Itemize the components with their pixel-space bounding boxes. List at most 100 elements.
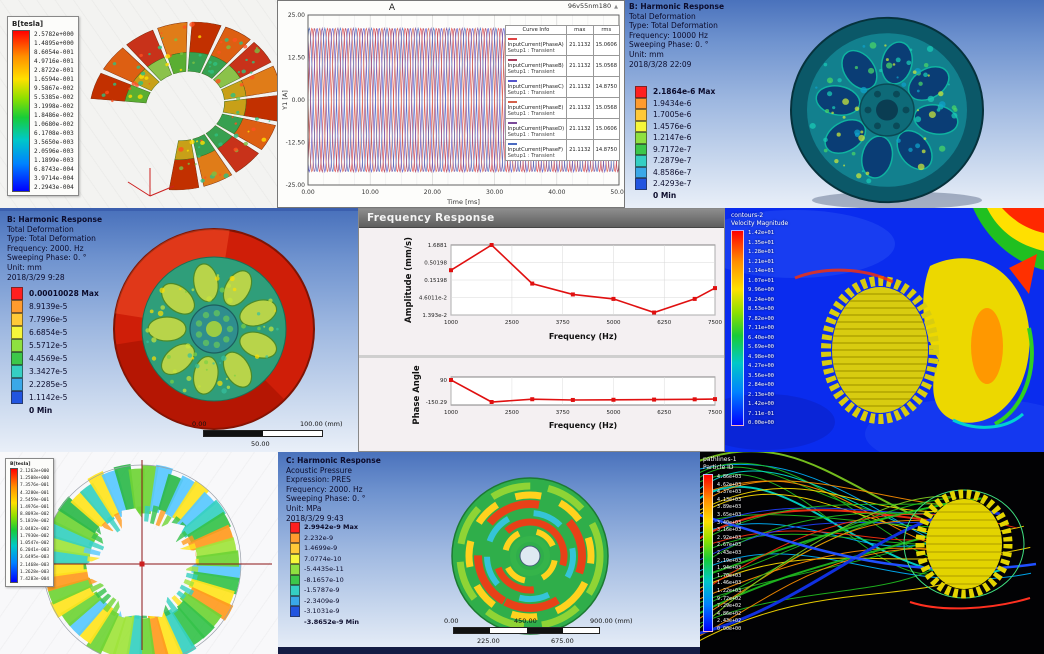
legend-row: 4.8586e-7 bbox=[635, 166, 715, 178]
legend-row: 8.9139e-5 bbox=[11, 300, 99, 313]
amp-y-tick: 1.6881 bbox=[428, 243, 447, 249]
velocity-legend: contours-2 Velocity Magnitude 1.42e+01 1.… bbox=[731, 212, 788, 426]
legend-value: 7.4283e-004 bbox=[20, 577, 50, 583]
x-tick-label: 50.00 bbox=[610, 189, 624, 196]
col-rms: rms bbox=[592, 25, 621, 35]
header-line: Sweeping Phase: 0. ° bbox=[286, 494, 366, 504]
curve-table-header: Curve Info max rms bbox=[504, 25, 621, 35]
y-tick-label: 25.00 bbox=[288, 12, 305, 19]
phase-y-axis-label: Phase Angle bbox=[412, 365, 422, 424]
legend-swatch bbox=[290, 606, 300, 617]
legend-value: 1.42e+01 bbox=[748, 230, 774, 236]
ruler-segment bbox=[526, 628, 563, 633]
legend-row: 0 Min bbox=[635, 190, 715, 202]
curve-name: InputCurrent(PhaseC) bbox=[507, 84, 564, 90]
legend-value: 5.69e+00 bbox=[748, 344, 774, 350]
legend-row: 2.1864e-6 Max bbox=[635, 86, 715, 98]
amp-x-tick: 7500 bbox=[708, 320, 722, 326]
legend-label: 4.8586e-7 bbox=[653, 167, 692, 177]
legend-value: 3.5650e-003 bbox=[34, 139, 74, 146]
window-titlebar[interactable]: Frequency Response bbox=[359, 209, 724, 228]
legend-label: -1.5787e-9 bbox=[304, 586, 340, 595]
legend-value: 4.13e+03 bbox=[717, 496, 742, 503]
legend-value: 1.35e+01 bbox=[748, 239, 774, 246]
deformed-wheel-render bbox=[790, 16, 984, 208]
header-line: Type: Total Deformation bbox=[629, 21, 718, 31]
curve-color-swatch bbox=[507, 100, 517, 103]
bottom-strip bbox=[278, 647, 700, 654]
legend-row: 2.9942e-9 Max bbox=[290, 522, 359, 533]
curve-max: 21.1132 bbox=[566, 118, 594, 140]
curve-name-cell: InputCurrent(PhaseE) Setup1 : Transient bbox=[504, 97, 568, 119]
velocity-colorbar bbox=[731, 230, 744, 426]
legend-value: 3.40e+03 bbox=[717, 519, 742, 526]
legend-value: 7.3576e-001 bbox=[20, 483, 50, 489]
current-curve bbox=[307, 26, 620, 172]
legend-swatch bbox=[290, 522, 300, 533]
panel-flux-rotor: B[tesla] 2.1263e+000 1.2508e+000 7.3576e-0… bbox=[0, 452, 278, 654]
phase-x-tick: 1000 bbox=[444, 410, 458, 416]
legend-value: 3.6495e-003 bbox=[20, 555, 50, 561]
legend-value: 1.0547e-002 bbox=[20, 541, 50, 547]
legend-row: -3.8652e-9 Min bbox=[290, 617, 359, 628]
legend-value: 6.8743e-004 bbox=[34, 166, 74, 173]
legend-label: 2.1864e-6 Max bbox=[653, 87, 716, 97]
curve-rms: 15.0606 bbox=[592, 118, 621, 140]
amp-x-tick: 1000 bbox=[444, 320, 458, 326]
x-tick-label: 0.00 bbox=[301, 189, 315, 196]
legend-title: B[tesla] bbox=[12, 20, 44, 28]
legend-row: 1.1142e-5 bbox=[11, 391, 99, 404]
legend-value: 2.67e+03 bbox=[717, 542, 742, 549]
curve-color-swatch bbox=[507, 37, 517, 40]
curve-max: 21.1132 bbox=[566, 139, 594, 161]
legend-row: 7.2879e-7 bbox=[635, 155, 715, 167]
window-title: Frequency Response bbox=[367, 212, 495, 224]
amp-x-tick: 2500 bbox=[505, 320, 519, 326]
amp-x-tick: 3750 bbox=[556, 320, 570, 326]
legend-swatch bbox=[635, 166, 647, 178]
legend-swatch bbox=[635, 97, 647, 109]
legend-swatch bbox=[635, 155, 647, 167]
panel-acoustic-pressure: C: Harmonic Response Acoustic Pressure Exp… bbox=[278, 452, 700, 654]
phase-y-tick: -150.29 bbox=[426, 400, 448, 406]
phase-y-tick: 90 bbox=[440, 378, 447, 384]
legend-swatch bbox=[290, 585, 300, 596]
ruler-label: 0.00 bbox=[444, 617, 459, 625]
legend-title: pathlines-1 bbox=[703, 456, 737, 463]
legend-value: 8.8093e-002 bbox=[20, 512, 50, 518]
deformed-wheel-render bbox=[113, 228, 315, 430]
legend-value: 6.1708e-003 bbox=[34, 130, 74, 137]
legend-swatch bbox=[11, 300, 23, 313]
legend-value: 3.56e+00 bbox=[748, 372, 774, 379]
phase-x-tick: 2500 bbox=[505, 410, 519, 416]
legend-label: 7.7996e-5 bbox=[29, 315, 68, 324]
legend-row: 1.7005e-6 bbox=[635, 109, 715, 121]
curve-name: InputCurrent(PhaseF) bbox=[507, 147, 564, 153]
legend-value: 2.2943e-004 bbox=[34, 184, 74, 191]
legend-value: 1.4976e-001 bbox=[20, 505, 50, 511]
legend-row: 1.4576e-6 bbox=[635, 120, 715, 132]
amp-y-tick: 1.393e-2 bbox=[422, 313, 447, 319]
curve-name-cell: InputCurrent(PhaseA) Setup1 : Transient bbox=[504, 34, 568, 56]
header-line: Unit: mm bbox=[629, 49, 664, 59]
curve-name: InputCurrent(PhaseA) bbox=[507, 42, 564, 48]
legend-value: 2.43e+02 bbox=[717, 618, 742, 625]
legend-value: 2.13e+00 bbox=[748, 391, 774, 398]
stator-flux-render bbox=[90, 21, 277, 197]
legend-value: 1.46e+03 bbox=[717, 580, 742, 587]
legend-label: 3.3427e-5 bbox=[29, 367, 68, 376]
legend-swatch bbox=[290, 532, 300, 543]
curve-name: InputCurrent(PhaseE) bbox=[507, 105, 564, 111]
flux-colorbar bbox=[12, 30, 30, 192]
legend-label: 2.9942e-9 Max bbox=[304, 523, 359, 532]
legend-value: 7.82e+00 bbox=[748, 315, 774, 322]
legend-row: 5.5712e-5 bbox=[11, 339, 99, 352]
legend-swatch bbox=[635, 120, 647, 132]
legend-swatch bbox=[11, 326, 23, 339]
phase-x-tick: 6250 bbox=[657, 410, 671, 416]
phase-x-axis-label: Frequency (Hz) bbox=[549, 421, 617, 430]
legend-swatch bbox=[290, 595, 300, 606]
curve-name-cell: InputCurrent(PhaseF) Setup1 : Transient bbox=[504, 139, 568, 161]
frequency-response-charts: 1.68810.501980.151984.6011e-21.393e-2100… bbox=[359, 237, 724, 430]
legend-row: 2.2285e-5 bbox=[11, 378, 99, 391]
